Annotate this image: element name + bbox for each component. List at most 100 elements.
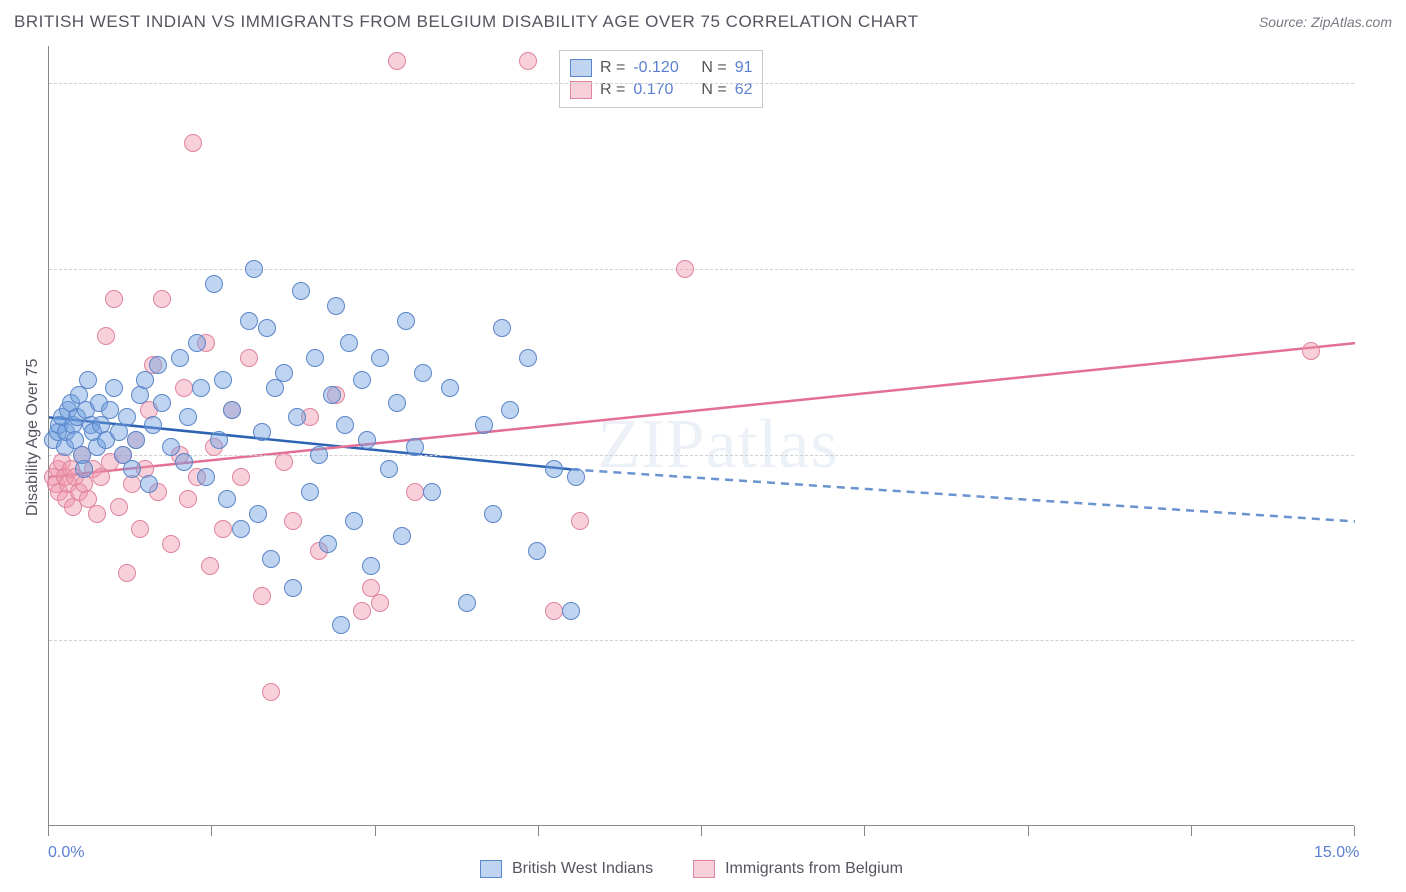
scatter-point-a xyxy=(336,416,354,434)
scatter-point-a xyxy=(323,386,341,404)
scatter-point-a xyxy=(519,349,537,367)
x-tick-mark xyxy=(538,826,539,836)
x-tick-mark xyxy=(375,826,376,836)
trend-line xyxy=(571,469,1355,521)
scatter-point-a xyxy=(210,431,228,449)
scatter-point-a xyxy=(249,505,267,523)
scatter-point-a xyxy=(332,616,350,634)
scatter-point-a xyxy=(380,460,398,478)
scatter-point-a xyxy=(118,408,136,426)
trend-lines-layer xyxy=(49,46,1355,826)
scatter-point-a xyxy=(545,460,563,478)
scatter-point-a xyxy=(301,483,319,501)
scatter-point-a xyxy=(292,282,310,300)
scatter-point-a xyxy=(562,602,580,620)
scatter-point-b xyxy=(118,564,136,582)
scatter-point-a xyxy=(171,349,189,367)
scatter-point-a xyxy=(105,379,123,397)
scatter-point-a xyxy=(306,349,324,367)
legend-swatch xyxy=(570,59,592,77)
stat-label-n: N = xyxy=(701,59,726,77)
chart-title: BRITISH WEST INDIAN VS IMMIGRANTS FROM B… xyxy=(14,12,919,32)
scatter-point-a xyxy=(162,438,180,456)
scatter-point-a xyxy=(288,408,306,426)
scatter-point-b xyxy=(519,52,537,70)
scatter-point-b xyxy=(284,512,302,530)
legend-label: British West Indians xyxy=(512,860,653,878)
scatter-point-a xyxy=(253,423,271,441)
scatter-point-a xyxy=(327,297,345,315)
scatter-point-a xyxy=(397,312,415,330)
scatter-point-b xyxy=(179,490,197,508)
plot-area: ZIPatlas R =-0.120N =91R =0.170N =62 xyxy=(48,46,1354,826)
scatter-point-a xyxy=(223,401,241,419)
scatter-point-a xyxy=(175,453,193,471)
scatter-point-a xyxy=(101,401,119,419)
scatter-point-b xyxy=(162,535,180,553)
scatter-point-b xyxy=(214,520,232,538)
legend-item: Immigrants from Belgium xyxy=(693,860,903,878)
legend-label: Immigrants from Belgium xyxy=(725,860,903,878)
scatter-point-a xyxy=(79,371,97,389)
scatter-point-b xyxy=(262,683,280,701)
scatter-point-b xyxy=(1302,342,1320,360)
scatter-point-a xyxy=(144,416,162,434)
scatter-point-a xyxy=(245,260,263,278)
scatter-point-a xyxy=(262,550,280,568)
x-tick-mark xyxy=(1191,826,1192,836)
scatter-point-a xyxy=(205,275,223,293)
stat-value-n: 91 xyxy=(735,59,753,77)
scatter-point-a xyxy=(475,416,493,434)
scatter-point-b xyxy=(131,520,149,538)
scatter-point-a xyxy=(179,408,197,426)
scatter-point-a xyxy=(388,394,406,412)
scatter-point-a xyxy=(232,520,250,538)
scatter-point-b xyxy=(371,594,389,612)
scatter-point-a xyxy=(458,594,476,612)
y-axis-title: Disability Age Over 75 xyxy=(24,359,42,516)
scatter-point-a xyxy=(153,394,171,412)
x-tick-mark xyxy=(211,826,212,836)
scatter-point-b xyxy=(153,290,171,308)
scatter-point-a xyxy=(192,379,210,397)
scatter-point-a xyxy=(310,446,328,464)
scatter-point-a xyxy=(340,334,358,352)
scatter-point-a xyxy=(345,512,363,530)
scatter-point-b xyxy=(240,349,258,367)
scatter-point-a xyxy=(149,356,167,374)
gridline xyxy=(49,83,1354,84)
scatter-point-a xyxy=(358,431,376,449)
scatter-point-a xyxy=(275,364,293,382)
gridline xyxy=(49,640,1354,641)
scatter-point-a xyxy=(240,312,258,330)
legend-swatch xyxy=(693,860,715,878)
scatter-point-a xyxy=(127,431,145,449)
scatter-point-a xyxy=(284,579,302,597)
scatter-point-a xyxy=(75,460,93,478)
x-tick-label: 15.0% xyxy=(1314,844,1359,862)
x-tick-mark xyxy=(1028,826,1029,836)
scatter-point-a xyxy=(393,527,411,545)
scatter-point-a xyxy=(258,319,276,337)
scatter-point-b xyxy=(253,587,271,605)
source-attribution: Source: ZipAtlas.com xyxy=(1259,14,1392,30)
scatter-point-b xyxy=(406,483,424,501)
scatter-point-b xyxy=(97,327,115,345)
scatter-point-b xyxy=(676,260,694,278)
x-tick-mark xyxy=(701,826,702,836)
scatter-point-b xyxy=(201,557,219,575)
scatter-point-a xyxy=(188,334,206,352)
stat-row: R =-0.120N =91 xyxy=(570,57,752,79)
scatter-point-a xyxy=(528,542,546,560)
scatter-point-b xyxy=(105,290,123,308)
x-tick-label: 0.0% xyxy=(48,844,84,862)
correlation-stat-box: R =-0.120N =91R =0.170N =62 xyxy=(559,50,763,108)
legend-swatch xyxy=(480,860,502,878)
scatter-point-a xyxy=(493,319,511,337)
stat-value-r: -0.120 xyxy=(633,59,693,77)
chart-header: BRITISH WEST INDIAN VS IMMIGRANTS FROM B… xyxy=(14,12,1392,32)
scatter-point-b xyxy=(571,512,589,530)
scatter-point-a xyxy=(197,468,215,486)
scatter-point-a xyxy=(140,475,158,493)
scatter-point-a xyxy=(567,468,585,486)
